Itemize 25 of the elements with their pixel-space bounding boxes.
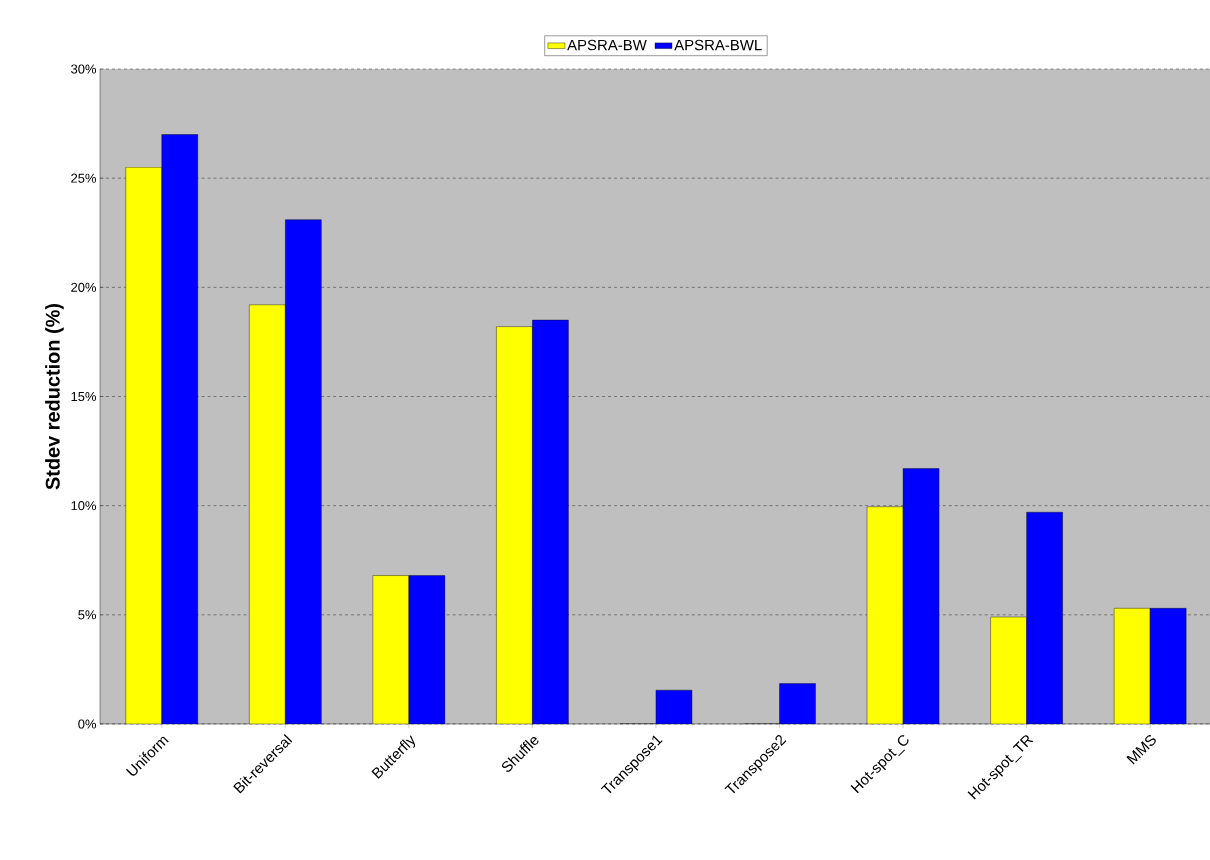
bar <box>408 575 445 724</box>
bar <box>125 167 162 724</box>
bar <box>779 683 816 724</box>
bar <box>867 506 904 724</box>
y-tick-label: 15% <box>71 391 97 402</box>
bar <box>903 468 940 724</box>
bar <box>249 304 286 724</box>
legend-label: APSRA-BWL <box>674 39 762 51</box>
y-axis-title: Stdev reduction (%) <box>45 303 64 490</box>
bar <box>1149 608 1187 724</box>
y-tick-label: 0% <box>78 719 97 729</box>
y-tick-label: 10% <box>71 501 97 511</box>
bar <box>285 219 322 724</box>
bar <box>990 617 1027 724</box>
y-tick-label: 20% <box>71 282 97 292</box>
bar <box>161 134 198 724</box>
legend-label: APSRA-BW <box>567 39 647 51</box>
bar <box>1113 608 1151 724</box>
y-tick-label: 25% <box>71 173 97 183</box>
y-tick-label: 5% <box>78 610 97 620</box>
bar <box>532 320 569 724</box>
bar <box>1026 512 1063 724</box>
bar <box>372 575 409 724</box>
y-tick-label: 30% <box>71 64 97 74</box>
bar <box>496 326 533 724</box>
